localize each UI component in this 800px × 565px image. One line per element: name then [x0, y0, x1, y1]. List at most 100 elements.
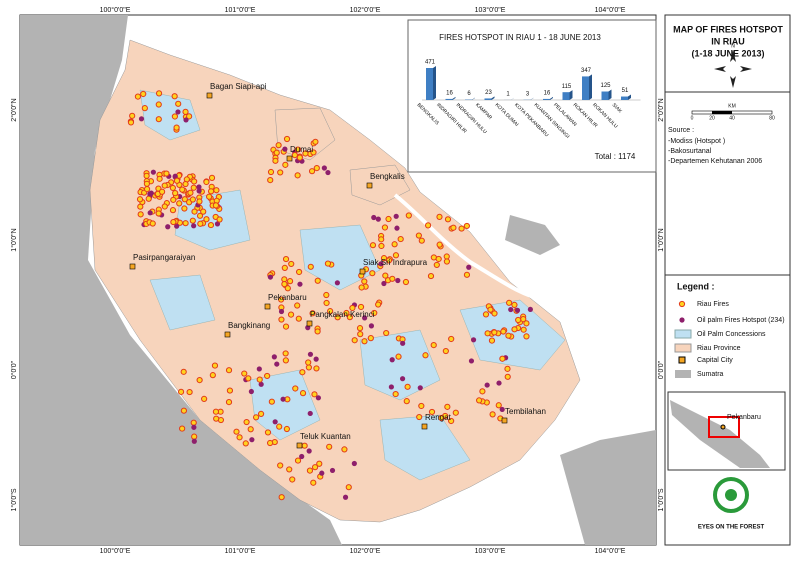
palm-fire-dot [267, 274, 274, 280]
coord-label: 2°0'0"N [657, 98, 665, 121]
bar-side [550, 96, 553, 100]
palm-fire-dot [191, 438, 197, 444]
fire-dot [137, 203, 144, 210]
palm-fire-dot [395, 277, 401, 284]
city-label: Rengat [425, 413, 452, 422]
coord-label: 103°0'0"E [475, 547, 506, 555]
fire-dot [433, 261, 440, 269]
inset-sumatra [670, 400, 770, 468]
fire-dot [296, 154, 303, 161]
legend-swatch [674, 343, 692, 353]
palm-fire-dot [389, 357, 395, 363]
logo-eye [713, 477, 749, 513]
fire-dot [179, 425, 186, 432]
palm-fire-dot [315, 395, 321, 401]
palm-fire-dot [375, 216, 381, 222]
fire-dot [310, 479, 317, 486]
bar [601, 91, 609, 100]
fire-dot [296, 268, 303, 276]
fire-dot [357, 303, 365, 311]
fire-dot [450, 224, 457, 231]
palm-fire-dot [334, 280, 340, 286]
fire-dot [504, 373, 511, 380]
coord-label: 1°0'0"N [10, 228, 18, 251]
fire-dot [479, 388, 486, 395]
palm-fire-dot [306, 448, 312, 454]
fire-dot [404, 383, 411, 390]
fire-dot [367, 335, 374, 342]
palm-fire-dot [147, 210, 153, 216]
bar-side [608, 89, 612, 100]
palm-fire-dot [371, 214, 377, 221]
palm-fire-dot [351, 460, 357, 467]
fire-dot [173, 124, 180, 131]
palm-fire-dot [468, 358, 475, 364]
palm-fire-dot [362, 315, 368, 321]
fire-dot [305, 364, 312, 371]
fire-dot [351, 337, 358, 344]
source-line: -Departemen Kehutanan 2006 [668, 158, 762, 165]
fire-dot [484, 330, 491, 337]
value-label: 347 [581, 68, 592, 74]
legend-swatch [678, 356, 686, 364]
coord-label: 103°0'0"E [475, 6, 506, 14]
palm-fire-dot [172, 173, 178, 179]
fire-dot [427, 272, 435, 280]
palm-fire-dot [148, 190, 154, 196]
fire-dot [127, 119, 135, 126]
fire-dot [252, 414, 260, 421]
fire-dot [341, 446, 348, 453]
fire-dot [213, 187, 220, 194]
fire-dot [216, 216, 223, 223]
source-line: -Modiss (Hotspot ) [668, 138, 725, 145]
fire-dot [186, 113, 193, 120]
palm-fire-dot [319, 470, 325, 476]
capital-city [286, 155, 293, 162]
fire-dot [196, 212, 204, 219]
fire-dot [289, 476, 296, 483]
island [505, 215, 560, 255]
palm-fire-dot [393, 213, 399, 219]
fire-dot [286, 278, 294, 285]
city-label: Bengkalis [370, 172, 405, 181]
palm-fire-dot [499, 406, 505, 413]
fire-dot [395, 353, 402, 360]
fire-dot [294, 172, 301, 179]
bar-side [569, 90, 573, 100]
fire-dot [236, 434, 243, 441]
palm-fire-dot [399, 376, 406, 382]
fire-dot [247, 426, 254, 433]
bar-side [628, 94, 631, 100]
fire-dot [180, 368, 187, 375]
capital-city [359, 268, 366, 275]
fire-dot [286, 466, 293, 473]
coord-label: 104°0'0"E [595, 6, 626, 14]
coord-label: 1°0'0"S [10, 488, 18, 511]
fire-dot [463, 271, 471, 278]
sumatra-land [560, 430, 656, 545]
fire-dot [428, 408, 436, 416]
fire-dot [397, 235, 404, 243]
palm-fire-dot [368, 323, 375, 329]
fire-dot [523, 320, 530, 327]
city-label: Teluk Kuantan [300, 432, 351, 441]
fire-dot [170, 196, 177, 203]
palm-fire-dot [307, 410, 313, 417]
source-line: -Bakosurtanal [668, 148, 712, 155]
palm-fire-dot [280, 396, 286, 402]
fire-dot [311, 464, 319, 471]
fire-dot [177, 388, 185, 395]
legend-label: Riau Province [697, 345, 741, 352]
fire-dot [137, 211, 144, 218]
legend-label: Sumatra [697, 371, 724, 378]
palm-fire-dot [508, 306, 514, 313]
palm-fire-dot [258, 381, 264, 387]
fire-dot [436, 241, 443, 248]
fire-dot [226, 387, 234, 394]
fire-dot [443, 258, 451, 265]
coord-label: 2°0'0"N [10, 98, 18, 121]
fire-dot [375, 301, 382, 308]
coord-label: 102°0'0"E [350, 547, 381, 555]
fire-dot [346, 314, 353, 321]
